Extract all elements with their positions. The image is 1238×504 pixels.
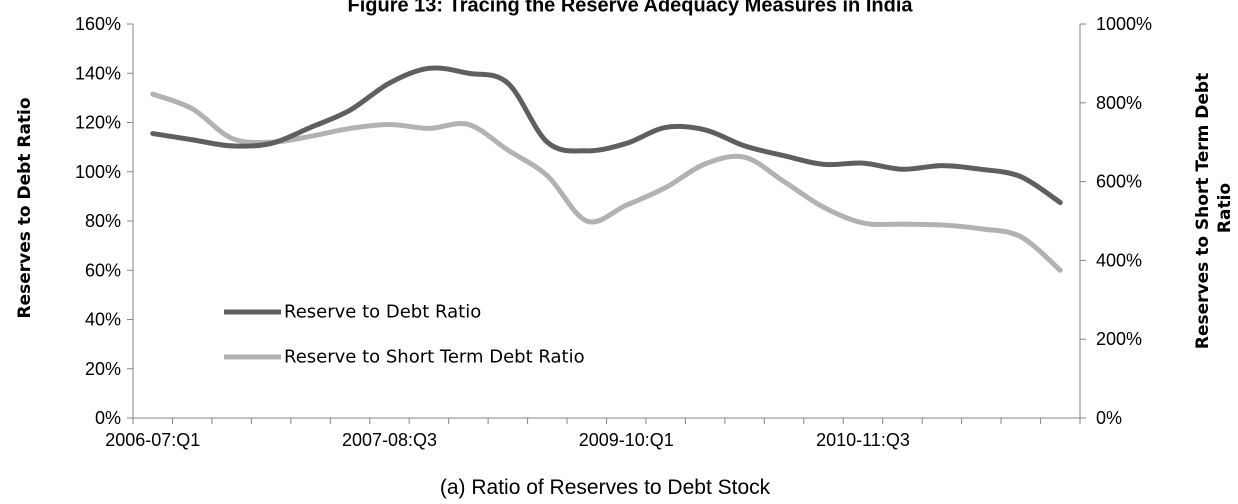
right-tick-label: 400% <box>1096 250 1142 270</box>
left-tick-label: 80% <box>85 211 121 231</box>
right-axis: 0% 200% 400% 600% 800% 1000% <box>1079 14 1152 428</box>
chart-title: Figure 13: Tracing the Reserve Adequacy … <box>347 0 913 17</box>
series-line-reserve-to-debt <box>150 65 1063 206</box>
right-axis-label: Reserves to Short Term Debt Ratio <box>1193 67 1235 349</box>
series-line-reserve-to-short-term-debt <box>150 91 1063 273</box>
x-tick-label: 2006-07:Q1 <box>105 430 200 450</box>
x-tick-label: 2010-11:Q3 <box>816 430 910 450</box>
x-tick-label: 2007-08:Q3 <box>342 430 437 450</box>
x-tick-label: 2009-10:Q1 <box>579 430 674 450</box>
right-tick-label: 200% <box>1096 329 1142 349</box>
left-axis-label: Reserves to Debt Ratio <box>15 97 35 318</box>
right-tick-label: 0% <box>1096 408 1122 428</box>
left-tick-label: 120% <box>75 113 121 133</box>
left-tick-label: 20% <box>85 359 121 379</box>
left-tick-label: 0% <box>95 408 121 428</box>
right-tick-label: 800% <box>1096 93 1142 113</box>
left-tick-label: 100% <box>75 162 121 182</box>
left-axis: 0% 20% 40% 60% 80% 100% 120% 140% 160% <box>75 14 134 428</box>
left-tick-label: 160% <box>75 14 121 34</box>
left-tick-label: 60% <box>85 260 121 280</box>
right-tick-label: 1000% <box>1096 14 1152 34</box>
right-axis-label-line-2: Ratio <box>1215 183 1235 233</box>
left-tick-label: 40% <box>85 310 121 330</box>
legend-label-reserve-to-debt: Reserve to Debt Ratio <box>284 302 481 323</box>
right-axis-label-line-1: Reserves to Short Term Debt <box>1193 73 1213 349</box>
chart-caption: (a) Ratio of Reserves to Debt Stock <box>440 476 771 499</box>
right-tick-label: 600% <box>1096 172 1142 192</box>
legend-label-reserve-to-short-term-debt: Reserve to Short Term Debt Ratio <box>284 347 585 368</box>
x-axis: 2006-07:Q1 2007-08:Q3 2009-10:Q1 2010-11:Q3 <box>105 417 1081 450</box>
left-tick-label: 140% <box>75 63 121 83</box>
series-lines <box>150 65 1063 273</box>
legend: Reserve to Debt Ratio Reserve to Short Te… <box>224 302 585 368</box>
